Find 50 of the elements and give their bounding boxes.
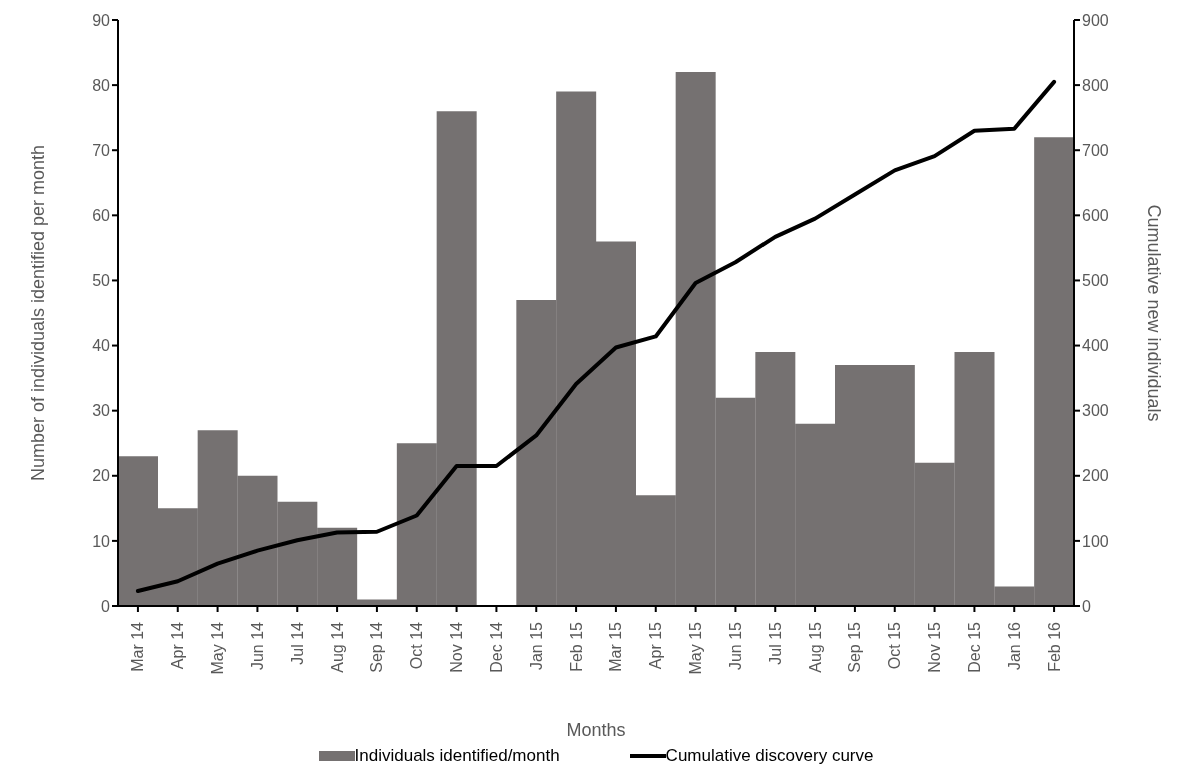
legend-label: Cumulative discovery curve (665, 746, 874, 766)
y2-tick-label: 200 (1082, 467, 1109, 485)
y-tick-label: 90 (92, 11, 111, 29)
x-tick-label: May 14 (209, 621, 227, 675)
y-tick-label: 0 (101, 597, 111, 615)
y2-tick-label: 500 (1082, 272, 1109, 290)
x-tick-label: Jul 14 (288, 621, 306, 665)
x-tick-label: Nov 15 (926, 621, 944, 673)
x-tick-label: Jan 16 (1005, 621, 1023, 671)
y2-tick-label: 800 (1082, 76, 1109, 94)
x-tick-label: Apr 14 (169, 621, 187, 670)
y2-tick-label: 100 (1082, 532, 1109, 550)
x-tick-label: Aug 15 (806, 621, 824, 673)
x-tick-label: Sep 15 (846, 621, 864, 673)
x-tick-label: Feb 15 (567, 621, 585, 672)
x-tick-label: Jan 15 (527, 621, 545, 671)
y-tick-label: 40 (92, 337, 111, 355)
x-tick-label: Feb 16 (1045, 621, 1063, 672)
y2-tick-label: 300 (1082, 402, 1109, 420)
y2-tick-label: 0 (1082, 597, 1091, 615)
y-axis-title: Number of individuals identified per month (28, 144, 49, 482)
legend-label: Individuals identified/month (354, 746, 560, 766)
y-tick-label: 10 (92, 532, 111, 550)
x-tick-label: Apr 15 (647, 621, 665, 670)
x-tick-label: Nov 14 (448, 621, 466, 673)
x-tick-label: Jun 15 (726, 621, 744, 671)
y-tick-label: 30 (92, 402, 111, 420)
y-tick-label: 60 (92, 207, 111, 225)
y-tick-label: 50 (92, 272, 111, 290)
x-tick-label: May 15 (687, 621, 705, 675)
x-tick-label: Dec 15 (965, 621, 983, 673)
x-tick-label: Oct 15 (886, 621, 904, 670)
y2-tick-label: 700 (1082, 141, 1109, 159)
x-tick-label: Oct 14 (408, 621, 426, 670)
x-tick-label: Mar 15 (607, 621, 625, 672)
line-series (135, 79, 1057, 594)
x-tick-label: Dec 14 (487, 621, 505, 673)
y2-tick-label: 600 (1082, 207, 1109, 225)
y-tick-label: 80 (92, 76, 111, 94)
y-tick-label: 70 (92, 141, 111, 159)
x-tick-label: Aug 14 (328, 621, 346, 673)
x-tick-label: Jul 15 (766, 621, 784, 665)
x-axis-title: Months (566, 720, 626, 740)
y2-tick-label: 900 (1082, 11, 1109, 29)
x-tick-label: Jun 14 (248, 621, 266, 671)
x-tick-label: Sep 14 (368, 621, 386, 673)
y2-tick-label: 400 (1082, 337, 1109, 355)
y2-axis-title: Cumulative new individuals (1143, 204, 1164, 422)
y-tick-label: 20 (92, 467, 111, 485)
x-tick-label: Mar 14 (129, 621, 147, 672)
